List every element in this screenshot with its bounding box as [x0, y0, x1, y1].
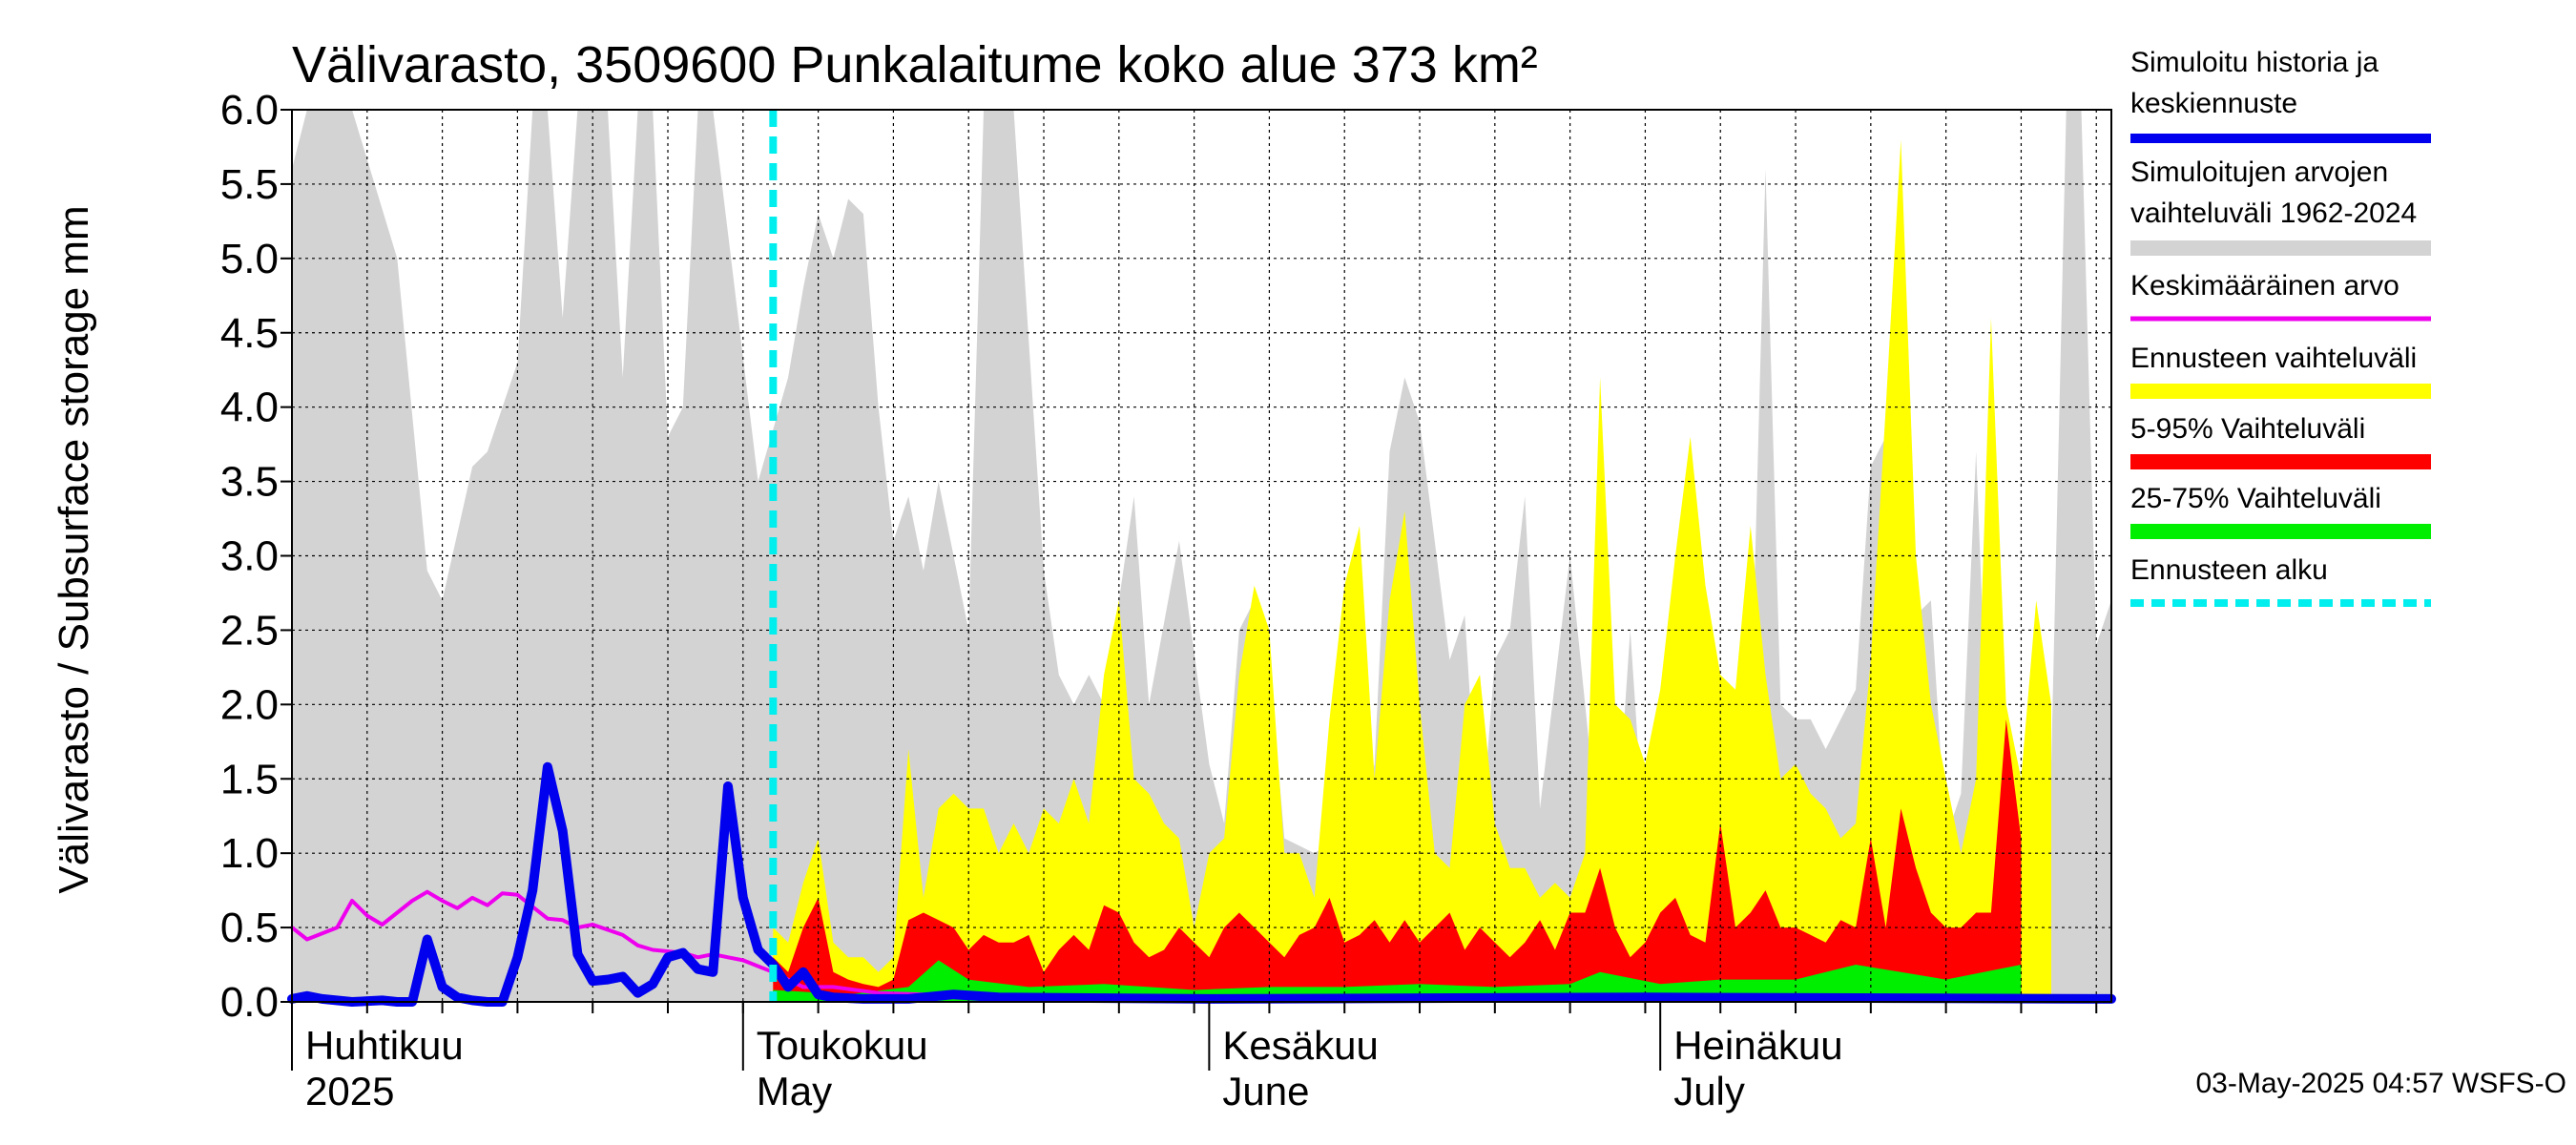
month-sublabel: June — [1222, 1069, 1309, 1114]
legend-label: Ennusteen vaihteluväli — [2130, 343, 2417, 374]
y-tick-label: 4.0 — [220, 385, 279, 431]
month-sublabel: May — [757, 1069, 832, 1114]
legend-item: Keskimääräinen arvo — [2130, 270, 2431, 322]
plot-area — [287, 109, 2116, 1007]
month-sublabel: July — [1673, 1069, 1745, 1114]
y-tick-label: 3.5 — [220, 459, 279, 506]
p5-p95-band — [773, 718, 2022, 1002]
y-axis-label: Välivarasto / Subsurface storage mm — [51, 205, 97, 893]
p5-p95-area — [773, 718, 2022, 1002]
y-tick-label: 3.0 — [220, 533, 279, 580]
legend-label: keskiennuste — [2130, 88, 2297, 119]
legend-item: 5-95% Vaihteluväli — [2130, 413, 2431, 469]
y-axis-ticks: 0.0 0.5 1.0 1.5 2.0 2.5 3.0 3.5 4.0 4.5 5.0 5.5 6.0 — [220, 87, 292, 1026]
simulated-line-path — [287, 761, 2116, 1007]
legend-label: Simuloitujen arvojen — [2130, 156, 2388, 188]
legend-item: Simuloitu historia ja keskiennuste — [2130, 47, 2431, 143]
month-label: Toukokuu — [757, 1023, 928, 1068]
simulated-line — [287, 761, 2116, 1007]
y-tick-label: 5.0 — [220, 236, 279, 282]
month-label: Huhtikuu — [305, 1023, 464, 1068]
y-tick-label: 0.0 — [220, 979, 279, 1026]
legend-item: 25-75% Vaihteluväli — [2130, 483, 2431, 539]
month-sublabel: 2025 — [305, 1069, 394, 1114]
p25-p75-area — [773, 960, 2022, 1002]
y-tick-label: 2.0 — [220, 681, 279, 728]
y-tick-label: 5.5 — [220, 161, 279, 208]
legend-item: Simuloitujen arvojen vaihteluväli 1962-20… — [2130, 156, 2431, 256]
month-label: Kesäkuu — [1222, 1023, 1378, 1068]
y-tick-label: 2.5 — [220, 607, 279, 654]
legend-item: Ennusteen vaihteluväli — [2130, 343, 2431, 399]
legend-label: vaihteluväli 1962-2024 — [2130, 198, 2417, 229]
timestamp-footer: 03-May-2025 04:57 WSFS-O — [2196, 1068, 2567, 1099]
y-tick-label: 1.0 — [220, 830, 279, 877]
legend-label: Keskimääräinen arvo — [2130, 270, 2399, 302]
legend-label: Ennusteen alku — [2130, 554, 2328, 586]
y-tick-label: 0.5 — [220, 905, 279, 951]
legend-label: 5-95% Vaihteluväli — [2130, 413, 2365, 445]
p25-p75-band — [773, 960, 2022, 1002]
chart-title: Välivarasto, 3509600 Punkalaitume koko a… — [292, 36, 1538, 94]
y-tick-label: 4.5 — [220, 310, 279, 357]
legend-label: 25-75% Vaihteluväli — [2130, 483, 2381, 514]
y-tick-label: 6.0 — [220, 87, 279, 134]
y-tick-label: 1.5 — [220, 756, 279, 802]
forecast-range-band — [773, 139, 2051, 1002]
forecast-range-area — [773, 139, 2051, 1002]
legend: Simuloitu historia jakeskiennusteSimuloi… — [2130, 47, 2431, 607]
legend-item: Ennusteen alku — [2130, 554, 2431, 607]
legend-label: Simuloitu historia ja — [2130, 47, 2379, 78]
month-label: Heinäkuu — [1673, 1023, 1842, 1068]
